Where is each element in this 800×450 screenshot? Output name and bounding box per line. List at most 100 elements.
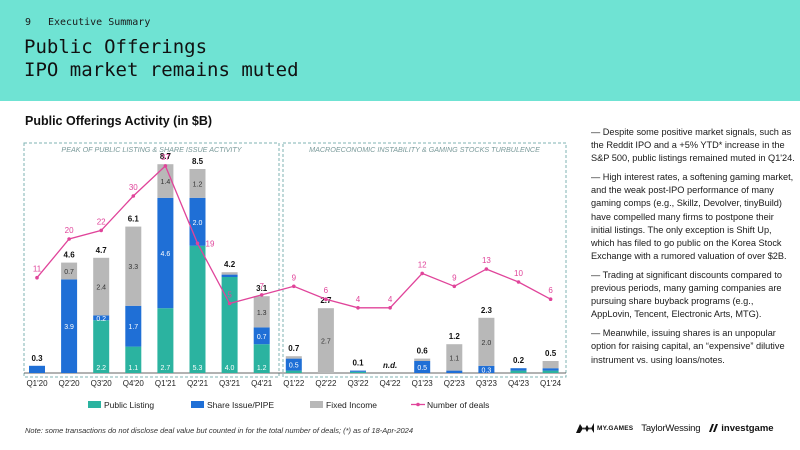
investgame-logo-text: investgame: [721, 422, 774, 434]
x-tick-label: Q1'24: [540, 379, 562, 388]
offerings-chart: PEAK OF PUBLIC LISTING & SHARE ISSUE ACT…: [23, 142, 567, 410]
legend-label-3: Fixed Income: [326, 400, 377, 410]
x-tick-label: Q2'21: [187, 379, 209, 388]
bar-value-label: 4.0: [225, 365, 235, 372]
bar-value-label: 2.7: [161, 365, 171, 372]
bar-share-issue-pipe-14: [478, 365, 495, 373]
investgame-icon: [709, 424, 719, 432]
commentary-point-1: — Despite some positive market signals, …: [591, 127, 795, 164]
bar-total-label: 0.6: [417, 347, 429, 356]
x-tick-label: Q4'22: [380, 379, 402, 388]
bar-value-label: 2.7: [321, 339, 331, 346]
bar-share-issue-pipe-1: [61, 279, 78, 373]
deals-value-label: 19: [206, 239, 215, 248]
mygames-icon: [576, 423, 594, 433]
x-tick-label: Q3'20: [91, 379, 113, 388]
deals-point-9: [324, 297, 328, 302]
x-tick-label: Q1'21: [155, 379, 177, 388]
bar-value-label: 0.3: [482, 367, 492, 374]
commentary: — Despite some positive market signals, …: [591, 126, 795, 373]
chart-title: Public Offerings Activity (in $B): [25, 114, 213, 128]
bar-value-label: 1.1: [128, 365, 138, 372]
bar-value-label: 3.9: [64, 324, 74, 331]
section-label: Executive Summary: [48, 17, 151, 28]
bar-share-issue-pipe-8: [285, 358, 302, 371]
bar-share-issue-pipe-0: [29, 365, 45, 373]
legend-label-2: Share Issue/PIPE: [207, 400, 274, 410]
legend-swatch-1: [88, 401, 101, 408]
bar-value-label: 2.0: [482, 340, 492, 347]
bar-total-label: 0.2: [513, 356, 525, 365]
x-tick-label: Q1'22: [283, 379, 305, 388]
x-tick-label: Q4'20: [123, 379, 145, 388]
x-tick-label: Q1'20: [26, 379, 48, 388]
bar-share-issue-pipe-16: [542, 368, 559, 371]
bar-share-issue-pipe-10: [350, 370, 366, 372]
bar-share-issue-pipe-13: [446, 370, 463, 373]
bar-total-label: n.d.: [383, 361, 397, 370]
bar-fixed-income-16: [542, 361, 559, 369]
bar-value-label: 0.7: [64, 269, 74, 276]
deals-point-13: [452, 284, 457, 289]
bar-total-label: 4.6: [64, 251, 76, 260]
bar-share-issue-pipe-12: [414, 361, 431, 373]
bar-total-label: 2.3: [481, 306, 493, 315]
bar-fixed-income-9: [317, 308, 334, 373]
bar-value-label: 1.2: [257, 365, 267, 372]
x-tick-label: Q1'23: [412, 379, 434, 388]
deals-value-label: 7: [259, 282, 264, 291]
bar-public-listing-6: [221, 277, 238, 373]
bar-public-listing-7: [253, 344, 270, 373]
commentary-point-3: — Trading at significant discounts compa…: [591, 269, 782, 320]
x-tick-label: Q3'23: [476, 379, 498, 388]
deals-value-label: 20: [65, 226, 74, 235]
taylorwessing-logo-text: TaylorWessing: [641, 422, 701, 434]
bar-fixed-income-8: [285, 356, 302, 359]
bar-share-issue-pipe-4: [157, 197, 174, 309]
deals-value-label: 4: [388, 295, 393, 304]
x-tick-label: Q2'20: [59, 379, 81, 388]
bar-total-label: 4.2: [224, 260, 236, 269]
bar-total-label: 8.5: [192, 157, 204, 166]
deals-point-7: [259, 293, 264, 297]
bar-public-listing-15: [510, 370, 527, 373]
bar-value-label: 1.1: [449, 355, 459, 362]
bar-share-issue-pipe-3: [125, 305, 142, 347]
bar-total-label: 1.2: [449, 332, 461, 341]
bar-share-issue-pipe-2: [93, 315, 110, 321]
x-tick-label: Q2'22: [315, 379, 337, 388]
legend-swatch-2: [191, 401, 204, 408]
bar-public-listing-8: [285, 370, 302, 373]
deals-value-label: 30: [129, 183, 138, 192]
deals-value-label: 6: [324, 286, 329, 295]
investgame-logo: investgame: [708, 422, 774, 434]
bar-value-label: 0.2: [96, 316, 106, 323]
bar-total-label: 0.7: [288, 344, 300, 353]
legend-label-1: Public Listing: [104, 400, 154, 410]
deals-point-11: [388, 306, 392, 310]
region-label-2: MACROECONOMIC INSTABILITY & GAMING STOCK…: [309, 145, 540, 154]
deals-point-2: [99, 228, 103, 233]
x-tick-label: Q3'22: [347, 379, 369, 388]
deals-value-label: 5: [227, 291, 232, 300]
bar-share-issue-pipe-6: [221, 274, 238, 277]
deals-value-label: 4: [356, 295, 361, 304]
deals-value-label: 6: [548, 286, 553, 295]
bar-fixed-income-2: [93, 257, 110, 316]
bar-fixed-income-5: [189, 169, 206, 198]
bar-value-label: 0.5: [417, 365, 427, 372]
bar-total-label: 8.7: [160, 152, 172, 161]
bar-value-label: 2.0: [193, 220, 203, 227]
x-tick-label: Q2'23: [444, 379, 466, 388]
bar-total-label: 0.1: [352, 359, 364, 368]
deals-point-0: [35, 275, 39, 280]
deals-value-label: 13: [482, 256, 491, 265]
legend-label-4: Number of deals: [427, 400, 489, 410]
deals-value-label: 12: [418, 260, 427, 269]
bar-public-listing-16: [542, 370, 559, 373]
region-label-1: PEAK OF PUBLIC LISTING & SHARE ISSUE ACT…: [61, 145, 242, 154]
bar-value-label: 1.2: [193, 181, 203, 188]
taylorwessing-logo: TaylorWessing: [641, 423, 700, 434]
bar-total-label: 4.7: [96, 246, 108, 255]
bar-total-label: 0.3: [31, 354, 43, 363]
